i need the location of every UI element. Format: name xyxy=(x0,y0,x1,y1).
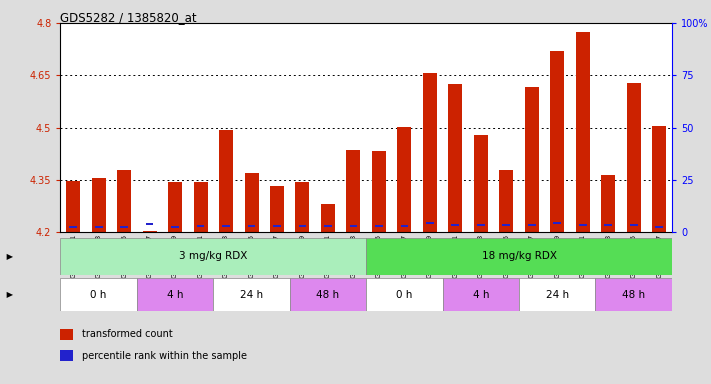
Bar xyxy=(626,83,641,232)
Bar xyxy=(503,224,510,227)
Bar xyxy=(372,151,386,232)
Bar xyxy=(630,224,638,227)
Text: percentile rank within the sample: percentile rank within the sample xyxy=(82,351,247,361)
Text: 4 h: 4 h xyxy=(473,290,489,300)
Text: ▶: ▶ xyxy=(4,252,14,261)
Bar xyxy=(652,126,666,232)
Text: ▶: ▶ xyxy=(4,290,14,299)
Bar xyxy=(92,178,106,232)
Bar xyxy=(525,86,539,232)
Bar xyxy=(602,175,615,232)
Bar xyxy=(60,278,137,311)
Bar xyxy=(143,230,156,232)
Bar xyxy=(366,278,442,311)
Bar xyxy=(60,238,366,275)
Bar xyxy=(423,73,437,232)
Bar xyxy=(69,227,77,228)
Text: transformed count: transformed count xyxy=(82,329,173,339)
Bar xyxy=(442,278,519,311)
Bar xyxy=(117,170,131,232)
Bar xyxy=(474,135,488,232)
Text: 3 mg/kg RDX: 3 mg/kg RDX xyxy=(179,251,247,262)
Bar xyxy=(477,224,485,227)
Bar xyxy=(426,222,434,223)
Bar xyxy=(273,225,281,227)
Bar xyxy=(346,151,360,232)
Text: GDS5282 / 1385820_at: GDS5282 / 1385820_at xyxy=(60,12,197,25)
Bar xyxy=(553,222,561,223)
Bar xyxy=(397,127,412,232)
Bar xyxy=(245,173,259,232)
Bar xyxy=(576,33,589,232)
Text: 48 h: 48 h xyxy=(622,290,646,300)
Bar xyxy=(247,225,255,227)
Bar xyxy=(137,278,213,311)
Bar xyxy=(656,227,663,228)
Bar xyxy=(197,225,205,227)
Bar xyxy=(579,224,587,227)
Text: 4 h: 4 h xyxy=(167,290,183,300)
Bar xyxy=(171,226,179,228)
Bar xyxy=(296,182,309,232)
Bar xyxy=(451,224,459,227)
Bar xyxy=(219,131,233,232)
Bar xyxy=(120,226,128,228)
Bar xyxy=(375,225,383,227)
Bar xyxy=(324,225,332,227)
Text: 0 h: 0 h xyxy=(396,290,412,300)
Text: 24 h: 24 h xyxy=(240,290,263,300)
Text: 48 h: 48 h xyxy=(316,290,340,300)
Bar xyxy=(270,185,284,232)
Text: 0 h: 0 h xyxy=(90,290,107,300)
Bar xyxy=(299,225,306,227)
Bar xyxy=(222,225,230,227)
Bar xyxy=(193,182,208,232)
Text: 18 mg/kg RDX: 18 mg/kg RDX xyxy=(481,251,557,262)
Bar xyxy=(95,226,102,228)
Bar xyxy=(604,224,612,227)
Text: 24 h: 24 h xyxy=(545,290,569,300)
Bar xyxy=(321,204,335,232)
Bar xyxy=(366,238,672,275)
Bar xyxy=(290,278,366,311)
Bar xyxy=(350,225,358,227)
Bar xyxy=(596,278,672,311)
Bar xyxy=(66,181,80,232)
Bar xyxy=(146,223,154,225)
Bar xyxy=(528,224,535,227)
Bar xyxy=(499,170,513,232)
Bar xyxy=(550,51,565,232)
Bar xyxy=(449,84,462,232)
Bar xyxy=(519,278,596,311)
Bar xyxy=(168,182,182,232)
Bar xyxy=(400,225,408,227)
Bar xyxy=(213,278,290,311)
